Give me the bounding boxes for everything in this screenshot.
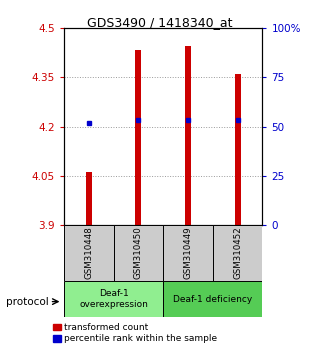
Bar (235, 74, 241, 225)
Text: Deaf-1 deficiency: Deaf-1 deficiency (173, 295, 252, 304)
Bar (213, 225, 262, 281)
Text: Deaf-1
overexpression: Deaf-1 overexpression (79, 290, 148, 309)
Bar (64, 281, 163, 317)
Bar (135, 50, 141, 225)
Text: GSM310448: GSM310448 (84, 227, 93, 280)
Legend: transformed count, percentile rank within the sample: transformed count, percentile rank withi… (52, 323, 217, 343)
Bar (163, 225, 213, 281)
Text: GSM310449: GSM310449 (183, 227, 193, 279)
Text: GDS3490 / 1418340_at: GDS3490 / 1418340_at (87, 16, 233, 29)
Bar (86, 172, 92, 225)
Bar (64, 225, 114, 281)
Text: GSM310450: GSM310450 (134, 227, 143, 280)
Text: GSM310452: GSM310452 (233, 227, 242, 280)
Bar (185, 46, 191, 225)
Bar (114, 225, 163, 281)
Text: protocol: protocol (6, 297, 49, 307)
Bar (163, 281, 262, 317)
